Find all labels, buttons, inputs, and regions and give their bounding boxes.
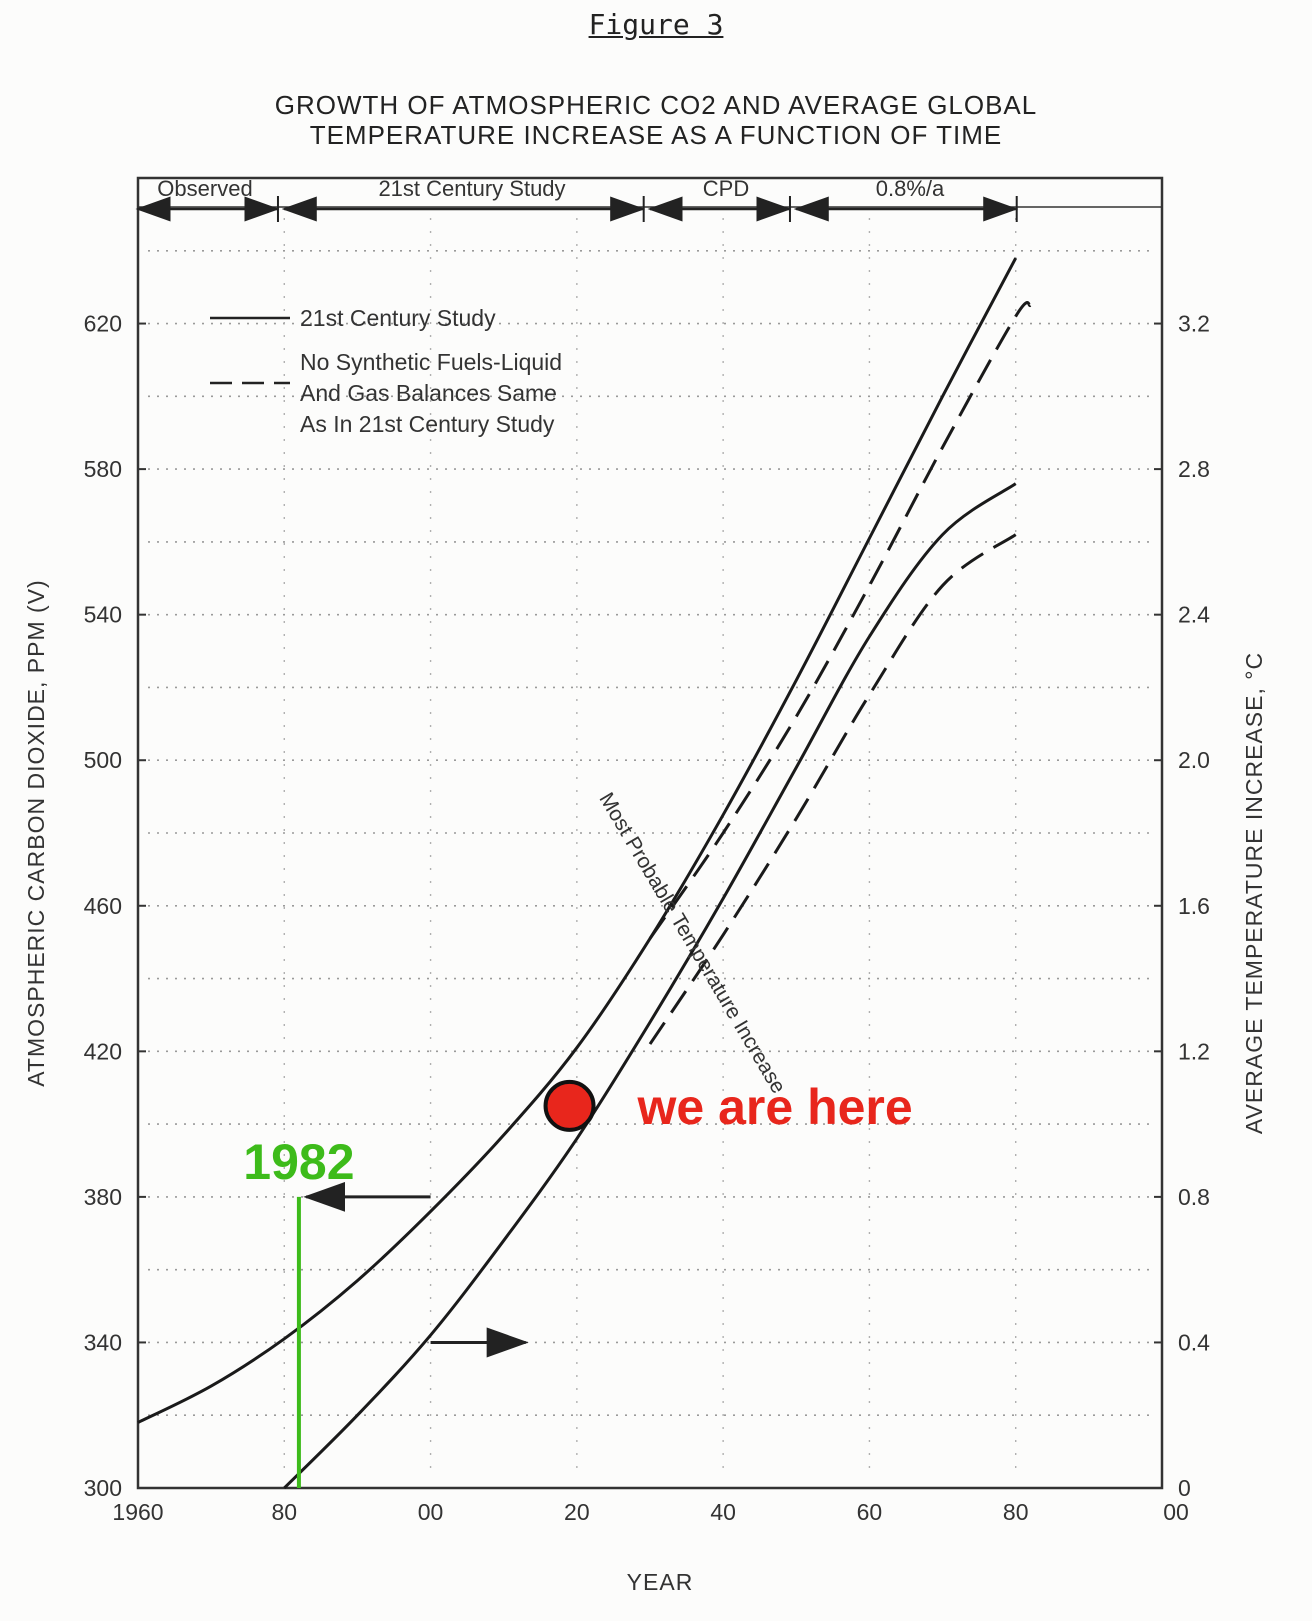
plot-frame	[136, 176, 1164, 1490]
series-lines	[137, 257, 1032, 1490]
y2-tick-label: 0	[1178, 1475, 1191, 1501]
x-tick-label: 1960	[112, 1499, 163, 1525]
y-tick-label: 300	[84, 1475, 122, 1501]
we-are-here-marker	[543, 1079, 596, 1132]
y-tick-label: 340	[84, 1329, 122, 1355]
band-label-observed: Observed	[157, 176, 252, 201]
legend-dashed-label-line-3: As In 21st Century Study	[300, 411, 555, 437]
chart-subtitle: TEMPERATURE INCREASE AS A FUNCTION OF TI…	[309, 120, 1003, 150]
y2-tick-label: 2.4	[1178, 602, 1210, 628]
y-tick-label: 540	[84, 602, 122, 628]
y-tick-label: 620	[84, 311, 122, 337]
band-label-growth-rate: 0.8%/a	[876, 176, 945, 201]
legend-dashed-label-line-1: No Synthetic Fuels-Liquid	[300, 349, 562, 375]
y2-tick-label: 0.4	[1178, 1329, 1210, 1355]
axis-ticks: 300 340 380 420 460 500 540 580 620 0 0.4 0.8 1.2 1.6…	[84, 311, 1211, 1525]
x-tick-label: 80	[271, 1499, 297, 1525]
y2-tick-label: 0.8	[1178, 1184, 1210, 1210]
band-label-21st-century: 21st Century Study	[378, 176, 565, 201]
y2-axis-label: AVERAGE TEMPERATURE INCREASE, °C	[1241, 652, 1267, 1134]
period-bands: Observed 21st Century Study CPD 0.8%/a	[135, 176, 1019, 222]
y2-tick-label: 3.2	[1178, 311, 1210, 337]
x-tick-label: 20	[564, 1499, 590, 1525]
axis-indicator-arrows	[303, 1181, 529, 1358]
y-tick-label: 460	[84, 893, 122, 919]
x-tick-label: 60	[857, 1499, 883, 1525]
y2-tick-label: 2.0	[1178, 747, 1210, 773]
we-are-here-label: we are here	[637, 1079, 913, 1135]
y2-tick-label: 1.2	[1178, 1038, 1210, 1064]
y-axis-label: ATMOSPHERIC CARBON DIOXIDE, PPM (V)	[23, 579, 49, 1086]
x-tick-label: 00	[1163, 1499, 1189, 1525]
x-tick-label: 40	[710, 1499, 736, 1525]
temperature-dashed-line	[648, 533, 1017, 1045]
y-tick-label: 380	[84, 1184, 122, 1210]
year-marker-label: 1982	[243, 1134, 354, 1190]
legend: 21st Century Study No Synthetic Fuels-Li…	[210, 305, 562, 437]
legend-dashed-label-line-2: And Gas Balances Same	[300, 380, 557, 406]
temperature-solid-line	[283, 482, 1017, 1490]
y2-tick-label: 1.6	[1178, 893, 1210, 919]
x-axis-label: YEAR	[627, 1569, 694, 1595]
legend-solid-label: 21st Century Study	[300, 305, 496, 331]
co2-solid-line	[137, 257, 1018, 1424]
x-tick-label: 00	[418, 1499, 444, 1525]
grid-dots	[148, 218, 1152, 1489]
y2-tick-label: 2.8	[1178, 456, 1210, 482]
y-tick-label: 420	[84, 1038, 122, 1064]
figure-label: Figure 3	[588, 8, 724, 41]
y-tick-label: 580	[84, 456, 122, 482]
co2-dashed-line	[648, 301, 1032, 940]
overlay-annotations: 1982 we are here	[243, 1079, 913, 1488]
band-label-cpd: CPD	[703, 176, 749, 201]
y-tick-label: 500	[84, 747, 122, 773]
chart-title: GROWTH OF ATMOSPHERIC CO2 AND AVERAGE GL…	[274, 90, 1038, 120]
x-tick-label: 80	[1003, 1499, 1029, 1525]
